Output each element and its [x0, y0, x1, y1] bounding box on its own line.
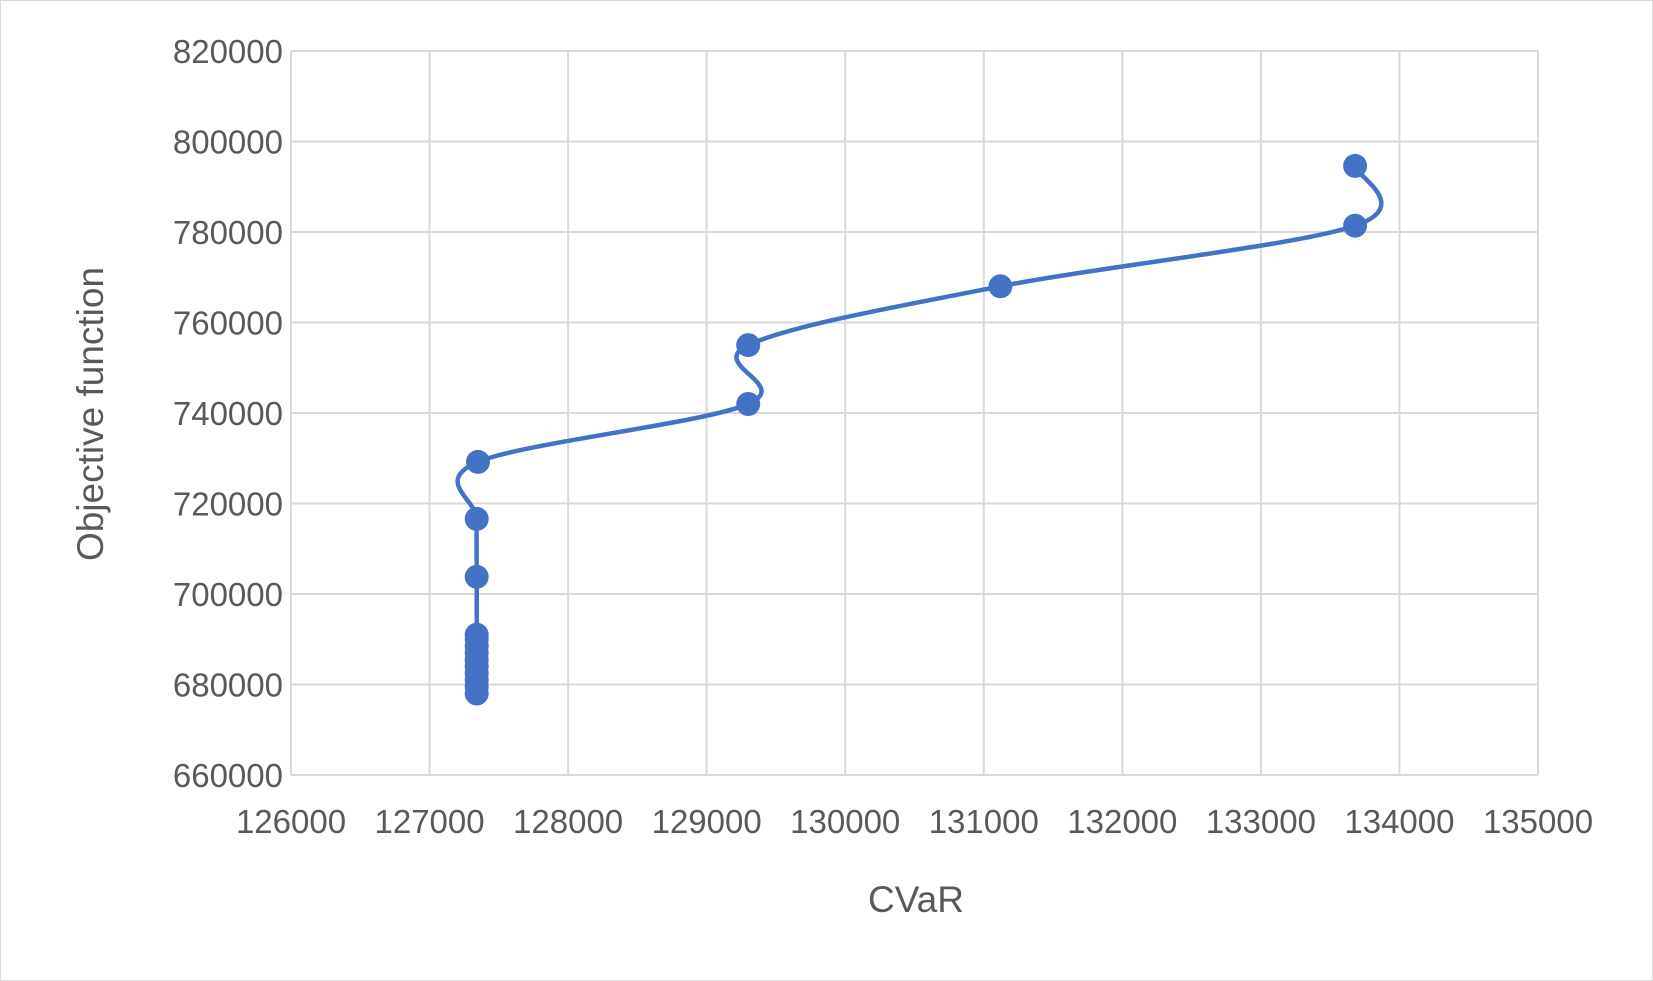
series-line: [455, 163, 1384, 696]
y-tick-label: 780000: [173, 214, 283, 251]
x-tick-label: 129000: [652, 803, 762, 840]
y-tick-label: 680000: [173, 667, 283, 704]
x-tick-label: 133000: [1206, 803, 1316, 840]
y-tick-label: 700000: [173, 576, 283, 613]
y-tick-label: 760000: [173, 305, 283, 342]
y-tick-label: 660000: [173, 757, 283, 794]
data-point: [1343, 213, 1368, 238]
x-tick-label: 134000: [1344, 803, 1454, 840]
x-tick-label: 126000: [236, 803, 346, 840]
x-tick-label: 135000: [1483, 803, 1593, 840]
data-point: [464, 622, 489, 647]
gridlines: [290, 50, 1539, 776]
x-tick-label: 128000: [513, 803, 623, 840]
data-point: [1343, 153, 1368, 178]
x-axis-tick-labels: 126000 127000 128000 129000 130000 131000 1320…: [236, 803, 1593, 840]
data-points: [464, 153, 1368, 706]
x-tick-label: 127000: [374, 803, 484, 840]
x-axis-title: CVaR: [868, 879, 964, 920]
y-tick-label: 800000: [173, 124, 283, 161]
y-axis-title: Objective function: [70, 267, 111, 561]
data-point: [736, 333, 761, 358]
y-axis-tick-labels: 660000 680000 700000 720000 740000 760000 7800…: [173, 33, 283, 794]
data-point: [466, 449, 490, 474]
y-tick-label: 720000: [173, 486, 283, 523]
y-tick-label: 820000: [173, 33, 283, 70]
data-point: [736, 392, 761, 416]
x-tick-label: 130000: [790, 803, 900, 840]
x-tick-label: 132000: [1067, 803, 1177, 840]
data-point: [464, 506, 489, 531]
x-tick-label: 131000: [929, 803, 1039, 840]
data-point: [464, 564, 489, 589]
y-tick-label: 740000: [173, 395, 283, 432]
data-point: [988, 274, 1013, 299]
